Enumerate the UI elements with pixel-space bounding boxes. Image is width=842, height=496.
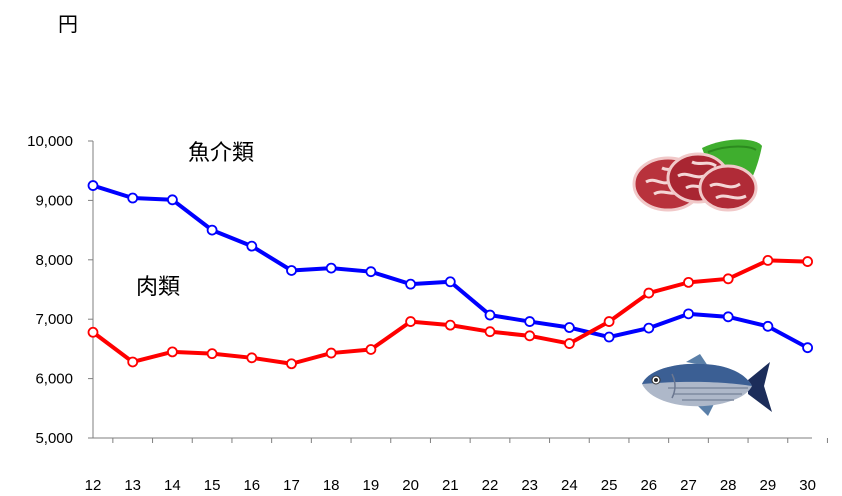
data-point [722, 273, 734, 285]
x-tick-label: 15 [204, 477, 221, 494]
data-point [246, 352, 258, 364]
data-point [365, 266, 377, 278]
data-point [762, 254, 774, 266]
y-tick-label: 6,000 [35, 371, 73, 388]
x-tick-label: 12 [85, 477, 102, 494]
x-tick-label: 24 [561, 477, 578, 494]
data-point [127, 356, 139, 368]
data-point [127, 192, 139, 204]
data-point [722, 311, 734, 323]
data-point [524, 330, 536, 342]
data-point [444, 276, 456, 288]
x-tick-label: 21 [442, 477, 459, 494]
series-label: 肉類 [136, 275, 180, 300]
data-point [166, 346, 178, 358]
data-point [683, 276, 694, 288]
data-point [286, 265, 297, 276]
x-tick-label: 27 [680, 477, 697, 494]
series-lines [87, 180, 813, 370]
data-point [643, 287, 655, 299]
x-tick-label: 19 [363, 477, 380, 494]
x-tick-label: 16 [243, 477, 260, 494]
data-point [166, 194, 178, 206]
y-tick-label: 5,000 [35, 430, 73, 447]
x-tick-label: 14 [164, 477, 181, 494]
unit-label: 円 [58, 12, 78, 36]
data-point [405, 278, 417, 290]
fish-icon [642, 354, 772, 416]
x-tick-label: 23 [521, 477, 538, 494]
y-tick-label: 8,000 [35, 252, 73, 269]
series-line [91, 258, 808, 366]
y-tick-label: 7,000 [35, 311, 73, 328]
data-point [564, 322, 575, 333]
data-point [603, 331, 615, 343]
data-point [325, 262, 337, 274]
x-tick-label: 25 [601, 477, 618, 494]
data-point [564, 338, 575, 349]
x-tick-label: 17 [283, 477, 300, 494]
x-tick-label: 26 [640, 477, 657, 494]
data-point [87, 326, 99, 338]
data-point [524, 316, 536, 327]
x-tick-label: 13 [124, 477, 141, 494]
data-point [802, 256, 813, 267]
y-tick-label: 10,000 [27, 133, 73, 150]
y-tick-label: 9,000 [35, 192, 73, 209]
x-tick-label: 28 [720, 477, 737, 494]
data-point [405, 316, 417, 327]
data-point [643, 322, 655, 334]
data-point [325, 347, 337, 359]
data-point [484, 326, 496, 338]
data-point [286, 358, 297, 370]
data-point [206, 348, 218, 360]
series-1 [87, 254, 813, 370]
y-tick-labels: 5,000 6,000 7,000 8,000 9,000 10,000 [27, 133, 73, 447]
x-tick-label: 20 [402, 477, 419, 494]
data-point [444, 319, 456, 331]
data-point [206, 224, 218, 236]
data-point [762, 320, 774, 332]
data-point [802, 342, 813, 354]
series-label: 魚介類 [188, 141, 254, 166]
data-point [246, 240, 258, 252]
data-point [683, 308, 694, 320]
data-point [87, 180, 99, 191]
x-tick-label: 22 [482, 477, 499, 494]
x-tick-label: 29 [760, 477, 777, 494]
x-tick-label: 30 [799, 477, 816, 494]
data-point [484, 309, 496, 321]
x-tick-labels: 12 13 14 15 16 17 18 19 20 21 22 23 24 25 26 27 28 29 30 [85, 477, 816, 494]
meat-icon [632, 139, 762, 212]
series-0 [87, 180, 813, 354]
data-point [365, 344, 377, 355]
x-tick-label: 18 [323, 477, 340, 494]
data-point [603, 316, 615, 327]
